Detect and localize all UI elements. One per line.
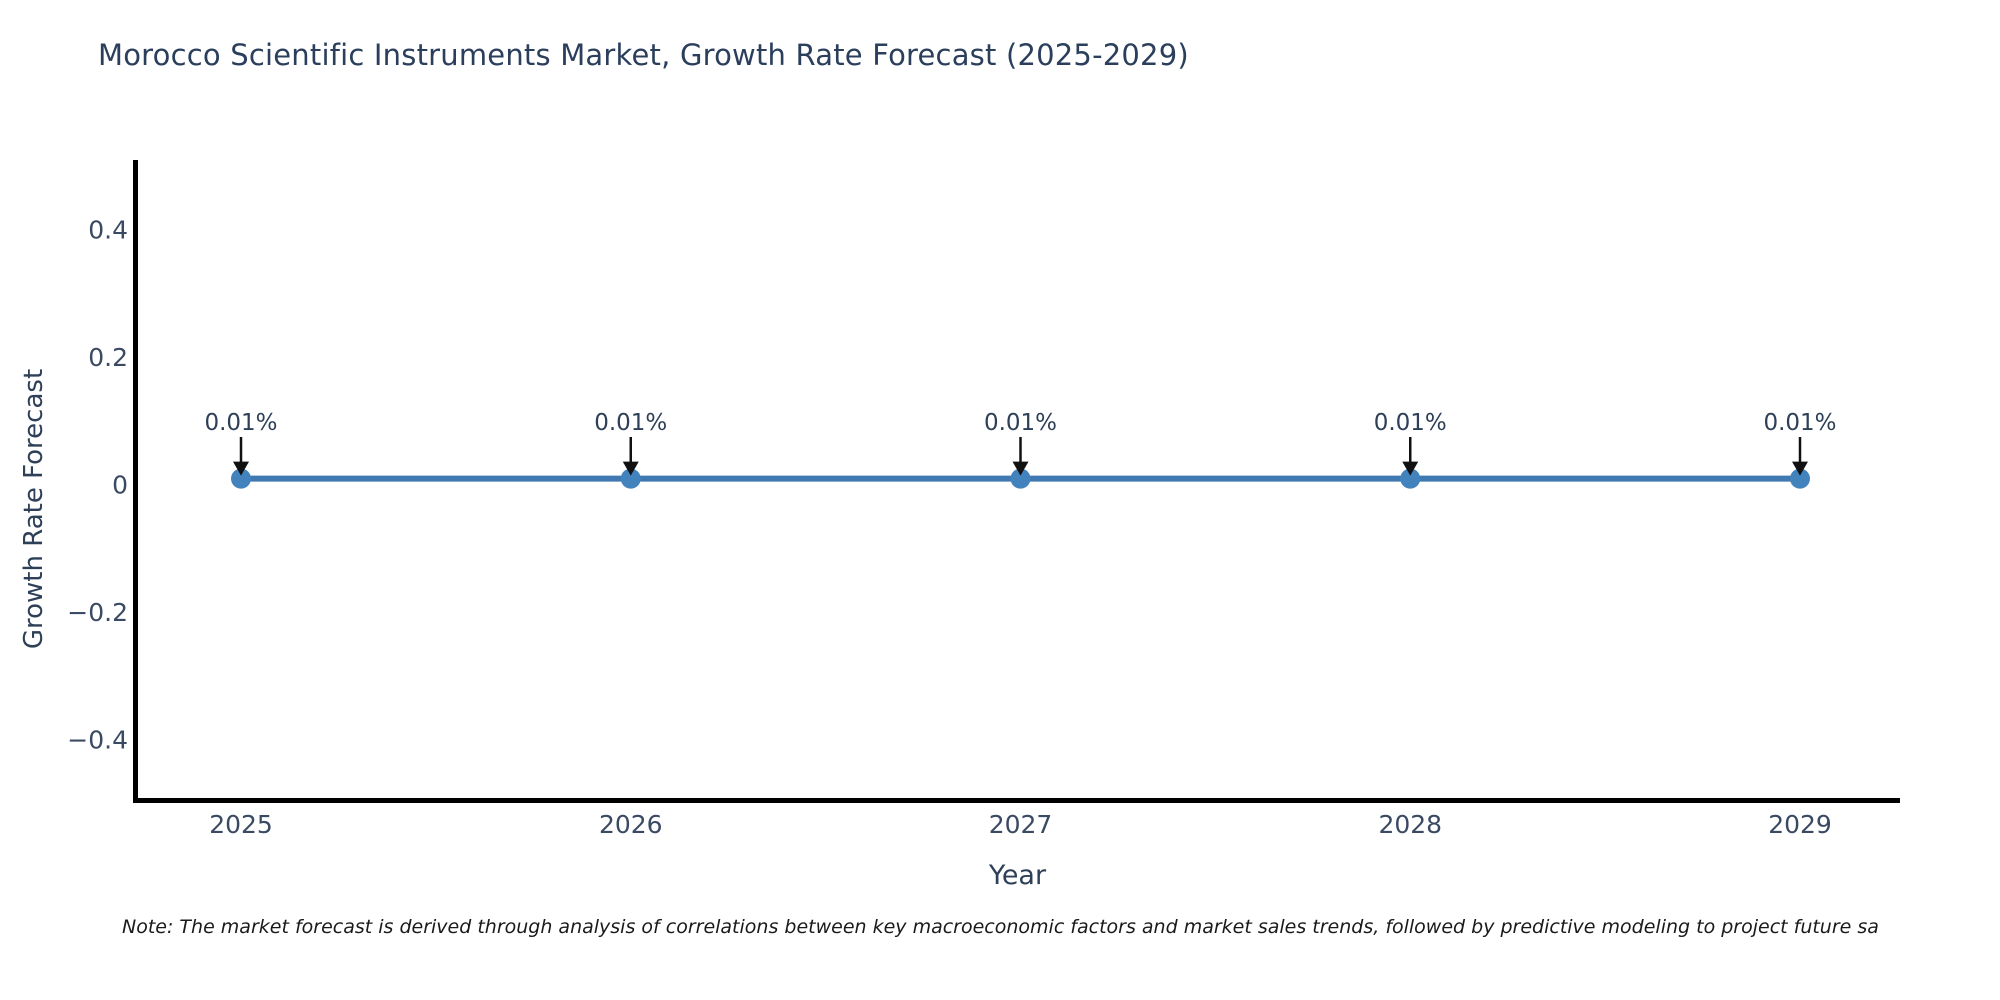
annotation-arrow-head bbox=[233, 461, 249, 476]
data-point-label: 0.01% bbox=[204, 410, 277, 436]
y-tick-label: 0 bbox=[112, 471, 128, 500]
data-point-marker bbox=[231, 468, 251, 489]
y-tick-label: −0.2 bbox=[67, 598, 128, 627]
x-tick-label: 2026 bbox=[599, 810, 663, 839]
footnote: Note: The market forecast is derived thr… bbox=[122, 916, 1879, 938]
annotation-arrow-head bbox=[622, 461, 639, 476]
annotation-arrow-head bbox=[1012, 461, 1029, 476]
x-tick-label: 2029 bbox=[1768, 810, 1832, 839]
x-tick-label: 2027 bbox=[989, 810, 1053, 839]
y-tick-label: 0.4 bbox=[88, 216, 128, 245]
data-point-marker bbox=[1010, 468, 1031, 489]
annotation-arrow-head bbox=[1792, 461, 1808, 476]
chart-title: Morocco Scientific Instruments Market, G… bbox=[98, 38, 1189, 72]
data-point-marker bbox=[1790, 468, 1810, 489]
data-point-label: 0.01% bbox=[594, 410, 667, 436]
data-point-marker bbox=[1400, 468, 1421, 489]
data-point-marker bbox=[620, 468, 641, 489]
y-tick-label: 0.2 bbox=[88, 343, 128, 372]
annotation-arrow-head bbox=[1402, 461, 1419, 476]
data-point-label: 0.01% bbox=[1374, 410, 1447, 436]
data-point-label: 0.01% bbox=[1763, 410, 1836, 436]
x-tick-label: 2025 bbox=[209, 810, 273, 839]
data-point-label: 0.01% bbox=[984, 410, 1057, 436]
x-axis-title: Year bbox=[988, 860, 1047, 891]
y-tick-label: −0.4 bbox=[67, 726, 128, 755]
x-tick-label: 2028 bbox=[1378, 810, 1442, 839]
